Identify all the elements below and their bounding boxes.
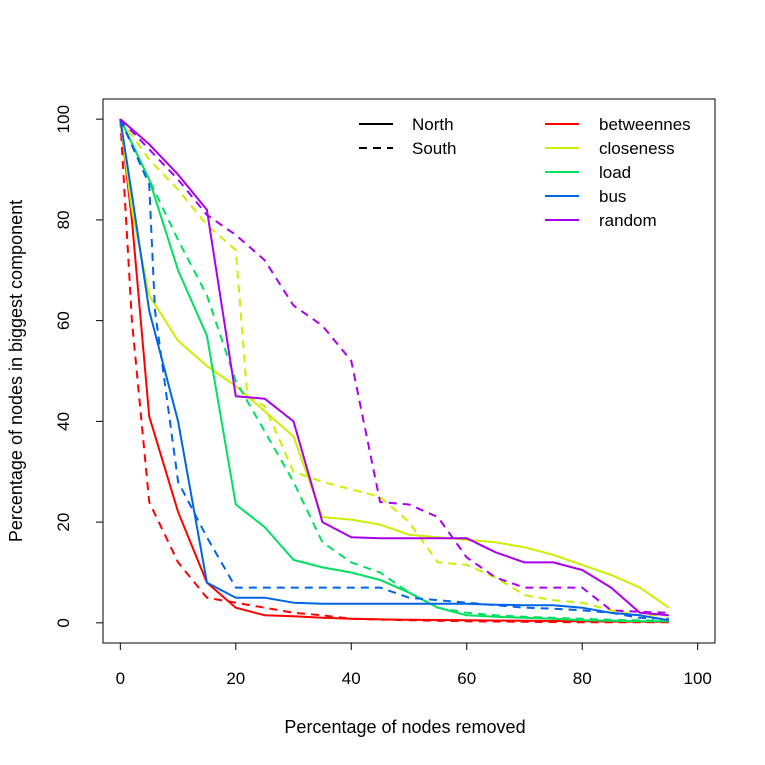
series-line-closeness-south xyxy=(119,118,669,617)
y-tick-label: 20 xyxy=(54,513,73,532)
legend-label-bus: bus xyxy=(599,187,626,206)
x-tick-label: 40 xyxy=(342,669,361,688)
y-axis-label: Percentage of nodes in biggest component xyxy=(6,200,26,542)
series-line-closeness-north xyxy=(119,118,670,609)
y-tick-label: 60 xyxy=(54,311,73,330)
legend-label-betweennes: betweennes xyxy=(599,115,691,134)
x-tick-label: 80 xyxy=(573,669,592,688)
legend-measures: betweennes closeness load bus random xyxy=(545,115,691,230)
series-line-load-south xyxy=(119,118,669,622)
x-axis-label: Percentage of nodes removed xyxy=(284,717,525,737)
series-line-bus-south xyxy=(119,118,669,620)
legend-label-load: load xyxy=(599,163,631,182)
legend-label-random: random xyxy=(599,211,657,230)
x-tick-label: 100 xyxy=(683,669,711,688)
series-line-betweennes-north xyxy=(119,118,669,623)
axes: 0 20 40 60 80 100 0 20 40 60 80 100 xyxy=(54,105,712,688)
x-tick-label: 0 xyxy=(116,669,125,688)
series-layer xyxy=(119,118,670,624)
legend-regions: North South xyxy=(359,115,456,158)
legend-label-closeness: closeness xyxy=(599,139,675,158)
y-tick-label: 0 xyxy=(54,618,73,627)
series-line-random-north xyxy=(119,118,669,617)
y-tick-label: 80 xyxy=(54,210,73,229)
legend-label-north: North xyxy=(412,115,454,134)
y-tick-label: 100 xyxy=(54,105,73,133)
series-line-bus-north xyxy=(119,118,669,622)
series-line-betweennes-south xyxy=(119,119,669,624)
y-tick-label: 40 xyxy=(54,412,73,431)
x-tick-label: 20 xyxy=(226,669,245,688)
series-line-random-south xyxy=(119,118,669,614)
series-line-load-north xyxy=(119,118,669,623)
legend-label-south: South xyxy=(412,139,456,158)
x-tick-label: 60 xyxy=(457,669,476,688)
